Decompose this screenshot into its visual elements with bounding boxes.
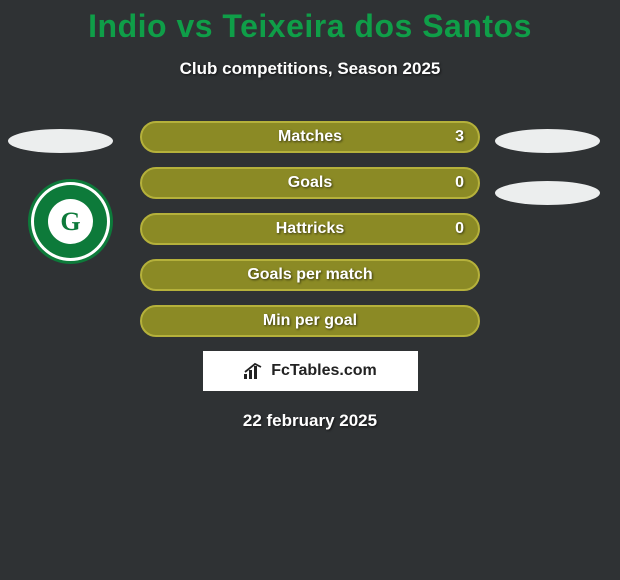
- player2-oval-bottom: [495, 181, 600, 205]
- stats-infographic: Indio vs Teixeira dos Santos Club compet…: [0, 0, 620, 580]
- stat-bar-goals-per-match: Goals per match: [140, 259, 480, 291]
- team-logo-left-inner: G: [34, 185, 107, 258]
- stat-bar-goals: Goals 0: [140, 167, 480, 199]
- subtitle: Club competitions, Season 2025: [0, 59, 620, 79]
- team-logo-left-letter: G: [48, 199, 93, 244]
- brand-box: FcTables.com: [203, 351, 418, 391]
- stat-label: Goals per match: [247, 266, 372, 284]
- stat-label: Goals: [288, 174, 332, 192]
- stat-value: 3: [455, 128, 464, 146]
- content-area: G Matches 3 Goals 0 Hattricks 0 Goals pe…: [0, 121, 620, 431]
- stat-value: 0: [455, 220, 464, 238]
- player1-oval-top: [8, 129, 113, 153]
- stat-label: Matches: [278, 128, 342, 146]
- stat-bar-min-per-goal: Min per goal: [140, 305, 480, 337]
- stat-label: Min per goal: [263, 312, 357, 330]
- stat-bar-matches: Matches 3: [140, 121, 480, 153]
- team-logo-left: G: [28, 179, 113, 264]
- date-text: 22 february 2025: [0, 411, 620, 431]
- stat-label: Hattricks: [276, 220, 344, 238]
- stat-bars: Matches 3 Goals 0 Hattricks 0 Goals per …: [140, 121, 480, 337]
- stat-bar-hattricks: Hattricks 0: [140, 213, 480, 245]
- brand-chart-icon: [243, 362, 265, 380]
- player2-oval-top: [495, 129, 600, 153]
- stat-value: 0: [455, 174, 464, 192]
- page-title: Indio vs Teixeira dos Santos: [0, 0, 620, 45]
- brand-text: FcTables.com: [271, 362, 377, 380]
